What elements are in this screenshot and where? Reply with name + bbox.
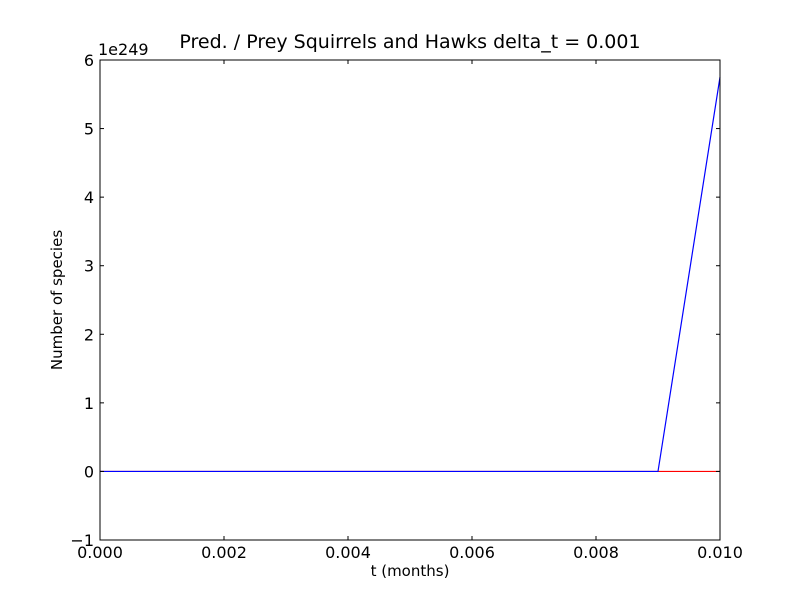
x-tick-label: 0.000 xyxy=(77,543,123,562)
series-layer xyxy=(100,77,721,473)
y-tick-label: 0 xyxy=(84,462,94,481)
plot-area xyxy=(99,59,721,541)
chart-title: Pred. / Prey Squirrels and Hawks delta_t… xyxy=(179,31,640,53)
x-axis-label: t (months) xyxy=(371,562,450,580)
y-tick-label: −1 xyxy=(70,531,94,550)
y-tick-label: 4 xyxy=(84,188,94,207)
x-tick-label: 0.006 xyxy=(449,543,495,562)
y-tick-label: 6 xyxy=(84,51,94,70)
series-line-2 xyxy=(100,77,721,473)
y-axis-offset-label: 1e249 xyxy=(98,40,149,59)
x-tick-label: 0.004 xyxy=(325,543,371,562)
x-axis-ticks: 0.000 0.002 0.004 0.006 0.008 0.010 xyxy=(77,60,743,562)
y-tick-label: 2 xyxy=(84,325,94,344)
x-tick-label: 0.008 xyxy=(573,543,619,562)
y-tick-label: 5 xyxy=(84,120,94,139)
y-tick-label: 3 xyxy=(84,257,94,276)
y-axis-label: Number of species xyxy=(48,230,66,370)
plot-frame xyxy=(99,59,721,541)
x-tick-label: 0.010 xyxy=(697,543,743,562)
x-tick-label: 0.002 xyxy=(201,543,247,562)
y-tick-label: 1 xyxy=(84,394,94,413)
y-axis-ticks: −1 0 1 2 3 4 5 6 xyxy=(70,51,720,550)
